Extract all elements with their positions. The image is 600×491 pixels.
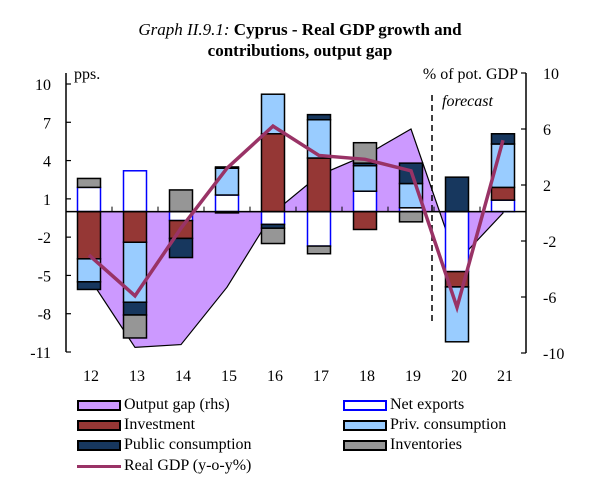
bar-net-exports-17 (306, 210, 332, 247)
bar-investment-13 (122, 210, 148, 243)
bar-net-exports-16 (260, 210, 286, 226)
bar-priv-consumption-18 (352, 164, 378, 192)
x-axis-tick-label: 13 (129, 368, 145, 385)
left-axis-tick-label: 10 (35, 77, 51, 94)
right-axis-tick-label: -10 (543, 346, 564, 363)
right-axis-tick-label: 2 (543, 178, 551, 195)
bar-net-exports-21 (490, 199, 516, 213)
legend-item-net-exports: Net exports (343, 395, 464, 415)
legend-swatch-real-gdp (77, 464, 121, 468)
bar-inventories-19 (398, 210, 424, 223)
chart-title-line-1: Graph II.9.1: Cyprus - Real GDP growth a… (0, 20, 600, 40)
bar-public-consumption-20 (444, 176, 470, 213)
legend-item-inventories: Inventories (343, 435, 462, 455)
bar-inventories-14 (168, 189, 194, 213)
x-axis-tick-label: 16 (267, 368, 283, 385)
chart-title-line-2: contributions, output gap (207, 41, 393, 60)
legend-label-net-exports: Net exports (390, 396, 465, 413)
legend-label-output-gap: Output gap (rhs) (124, 396, 230, 413)
bar-inventories-16 (260, 227, 286, 245)
x-axis-tick-label: 21 (497, 368, 513, 385)
legend-item-output-gap: Output gap (rhs) (77, 395, 230, 415)
legend-swatch-priv-consumption (343, 419, 387, 431)
right-axis-tick-label: -2 (543, 234, 556, 251)
left-axis-tick-label: -2 (38, 230, 51, 247)
legend-swatch-net-exports (343, 399, 387, 411)
forecast-label: forecast (442, 93, 494, 110)
left-axis-tick-label: -11 (30, 345, 51, 362)
bar-public-consumption-13 (122, 301, 148, 316)
bar-priv-consumption-20 (444, 286, 470, 343)
output-gap-area (88, 128, 504, 349)
bar-inventories-13 (122, 314, 148, 339)
legend-swatch-inventories (343, 439, 387, 451)
left-axis-tick-label: -5 (38, 268, 51, 285)
legend-swatch-investment (77, 419, 121, 431)
legend-label-investment: Investment (124, 416, 196, 433)
x-axis-tick-label: 18 (359, 368, 375, 385)
left-axis-tick-label: 7 (43, 115, 51, 132)
x-axis-tick-label: 17 (313, 368, 329, 385)
left-axis-label: pps. (74, 66, 100, 83)
legend-swatch-public-consumption (77, 439, 121, 451)
x-axis-tick-label: 20 (451, 368, 467, 385)
legend-item-investment: Investment (77, 415, 195, 435)
legend-label-public-consumption: Public consumption (124, 436, 252, 453)
left-axis-tick-label: 1 (43, 192, 51, 209)
bar-public-consumption-12 (76, 281, 102, 291)
bar-investment-17 (306, 157, 332, 213)
legend-item-priv-consumption: Priv. consumption (343, 415, 506, 435)
bar-net-exports-15 (214, 194, 240, 213)
legend-swatch-output-gap (77, 399, 121, 411)
bar-net-exports-18 (352, 190, 378, 213)
legend-label-real-gdp: Real GDP (y-o-y%) (124, 457, 252, 474)
bar-priv-consumption-16 (260, 93, 286, 135)
bar-net-exports-20 (444, 210, 470, 273)
left-axis-tick-label: 4 (43, 154, 51, 171)
legend-label-priv-consumption: Priv. consumption (390, 416, 507, 433)
left-axis-tick-label: -8 (38, 307, 51, 324)
legend-label-inventories: Inventories (390, 436, 462, 453)
bar-priv-consumption-15 (214, 167, 240, 196)
x-axis-tick-label: 19 (405, 368, 421, 385)
bar-net-exports-13 (122, 170, 148, 213)
bar-investment-12 (76, 210, 102, 260)
legend-item-public-consumption: Public consumption (77, 435, 252, 455)
bar-investment-16 (260, 133, 286, 213)
chart-title-main: Cyprus - Real GDP growth and (233, 20, 462, 39)
chart-svg: forecast 10 7 4 1 -2 -5 -8 -11 pps. 10 6 2 -2 -6 -10 % o… (30, 66, 564, 385)
bar-public-consumption-17 (306, 113, 332, 121)
real-gdp-line (87, 123, 505, 314)
bar-investment-18 (352, 210, 378, 231)
bar-investment-21 (490, 186, 516, 201)
right-axis-tick-label: 6 (543, 122, 551, 139)
bar-inventories-17 (306, 245, 332, 255)
right-axis-tick-label: -6 (543, 290, 556, 307)
right-axis-tick-label: 10 (543, 66, 559, 83)
right-axis-label: % of pot. GDP (423, 66, 518, 83)
bar-inventories-12 (76, 177, 102, 189)
x-axis-tick-label: 15 (221, 368, 237, 385)
bar-net-exports-12 (76, 186, 102, 213)
x-axis-tick-label: 14 (175, 368, 191, 385)
legend-item-real-gdp: Real GDP (y-o-y%) (77, 456, 251, 476)
chart-title-prefix: Graph II.9.1: (138, 20, 230, 39)
x-axis-tick-label: 12 (83, 368, 99, 385)
